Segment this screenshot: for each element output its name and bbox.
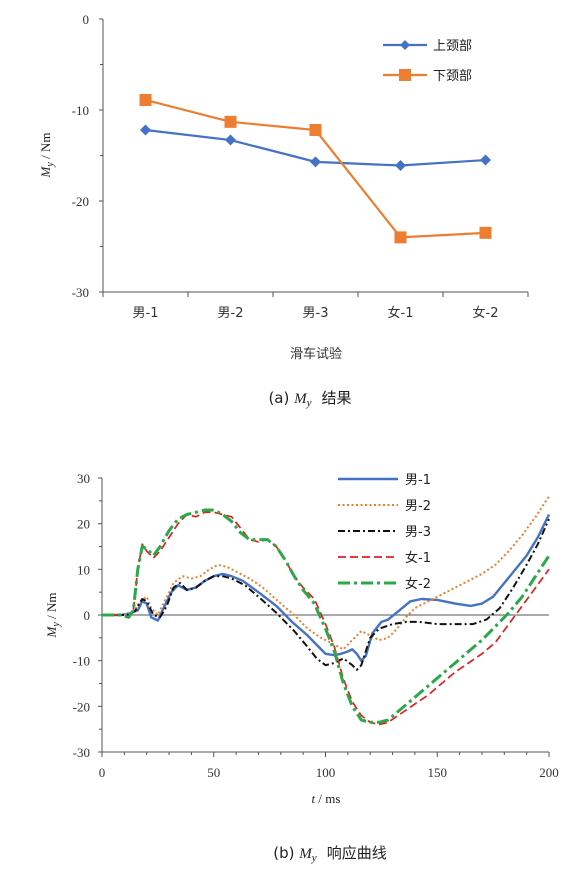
chart-a-x-tick-label: 女-1	[388, 305, 414, 321]
chart-b-series-line	[102, 511, 550, 726]
chart-b-series-line	[102, 513, 551, 662]
chart-a-x-axis-label: 滑车试验	[290, 346, 342, 362]
chart-b-y-tick-label: 30	[77, 471, 90, 486]
chart-a-y-tick-label: 0	[83, 12, 90, 27]
chart-a-x-tick-label: 女-2	[473, 305, 499, 321]
chart-b-x-tick-label: 0	[99, 765, 106, 780]
chart-a-legend-label: 下颈部	[433, 69, 472, 84]
chart-b-series-line	[102, 495, 550, 651]
chart-b-legend-label: 男-3	[405, 525, 431, 540]
chart-b-y-tick-label: -10	[73, 654, 90, 669]
chart-a-y-tick-label: -20	[72, 194, 89, 209]
chart-a-y-axis-label: My / Nm	[38, 133, 56, 179]
chart-b-x-axis-label: t / ms	[312, 791, 341, 806]
chart-a-legend-marker	[399, 69, 411, 81]
chart-a-point-marker	[479, 226, 492, 239]
chart-b-caption: (b) My 响应曲线	[273, 844, 386, 864]
chart-a-axes: 0 -10 -20 -30 男-1 男-2 男-3 女-1 女-2	[72, 12, 529, 321]
chart-b-legend-label: 男-2	[405, 499, 431, 514]
chart-a-point-marker	[310, 156, 321, 168]
chart-b-legend: 男-1 男-2 男-3 女-1 女-2	[338, 473, 431, 592]
chart-b-legend-label: 女-1	[405, 550, 431, 566]
chart-b-x-tick-label: 200	[539, 765, 559, 780]
chart-b-y-tick-label: -30	[73, 745, 90, 760]
chart-a-point-marker	[140, 124, 151, 136]
chart-b-series	[102, 495, 551, 726]
chart-a-x-tick-label: 男-1	[133, 306, 159, 321]
chart-a-point-marker	[139, 93, 152, 106]
chart-a-x-tick-label: 男-3	[303, 306, 329, 321]
chart-a-point-marker	[224, 115, 237, 128]
chart-a-series-line	[145, 98, 486, 239]
chart-a-point-marker	[395, 160, 406, 172]
chart-b-y-tick-label: 0	[84, 608, 91, 623]
chart-a-point-marker	[394, 231, 407, 244]
chart-b-y-tick-label: -20	[73, 699, 90, 714]
chart-b-x-tick-label: 150	[428, 765, 448, 780]
chart-a-legend-label: 上颈部	[433, 39, 472, 54]
chart-b-y-axis-label: My / Nm	[44, 593, 62, 639]
chart-a-y-tick-label: -30	[72, 285, 89, 300]
chart-a-series	[139, 93, 492, 244]
chart-a-point-marker	[480, 154, 491, 166]
chart-b-series-line	[102, 518, 550, 671]
chart-a-x-tick-label: 男-2	[218, 306, 244, 321]
chart-b-series-line	[102, 508, 551, 724]
chart-b-x-tick-label: 100	[316, 765, 336, 780]
chart-a-caption: (a) My 结果	[268, 389, 351, 409]
chart-b-legend-label: 男-1	[405, 473, 431, 488]
chart-a-legend-marker	[400, 40, 410, 50]
chart-b-y-tick-label: 10	[77, 562, 90, 577]
chart-a-y-tick-label: -10	[72, 103, 89, 118]
chart-b-legend-label: 女-2	[405, 576, 431, 592]
chart-b-y-tick-label: 20	[77, 517, 90, 532]
chart-b-x-tick-label: 50	[207, 765, 220, 780]
chart-a-point-marker	[225, 134, 236, 146]
chart-a-point-marker	[309, 124, 322, 137]
